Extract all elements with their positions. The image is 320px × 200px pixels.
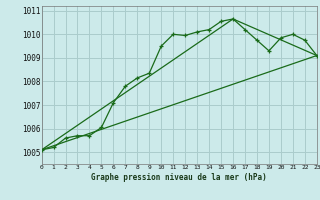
X-axis label: Graphe pression niveau de la mer (hPa): Graphe pression niveau de la mer (hPa): [91, 173, 267, 182]
